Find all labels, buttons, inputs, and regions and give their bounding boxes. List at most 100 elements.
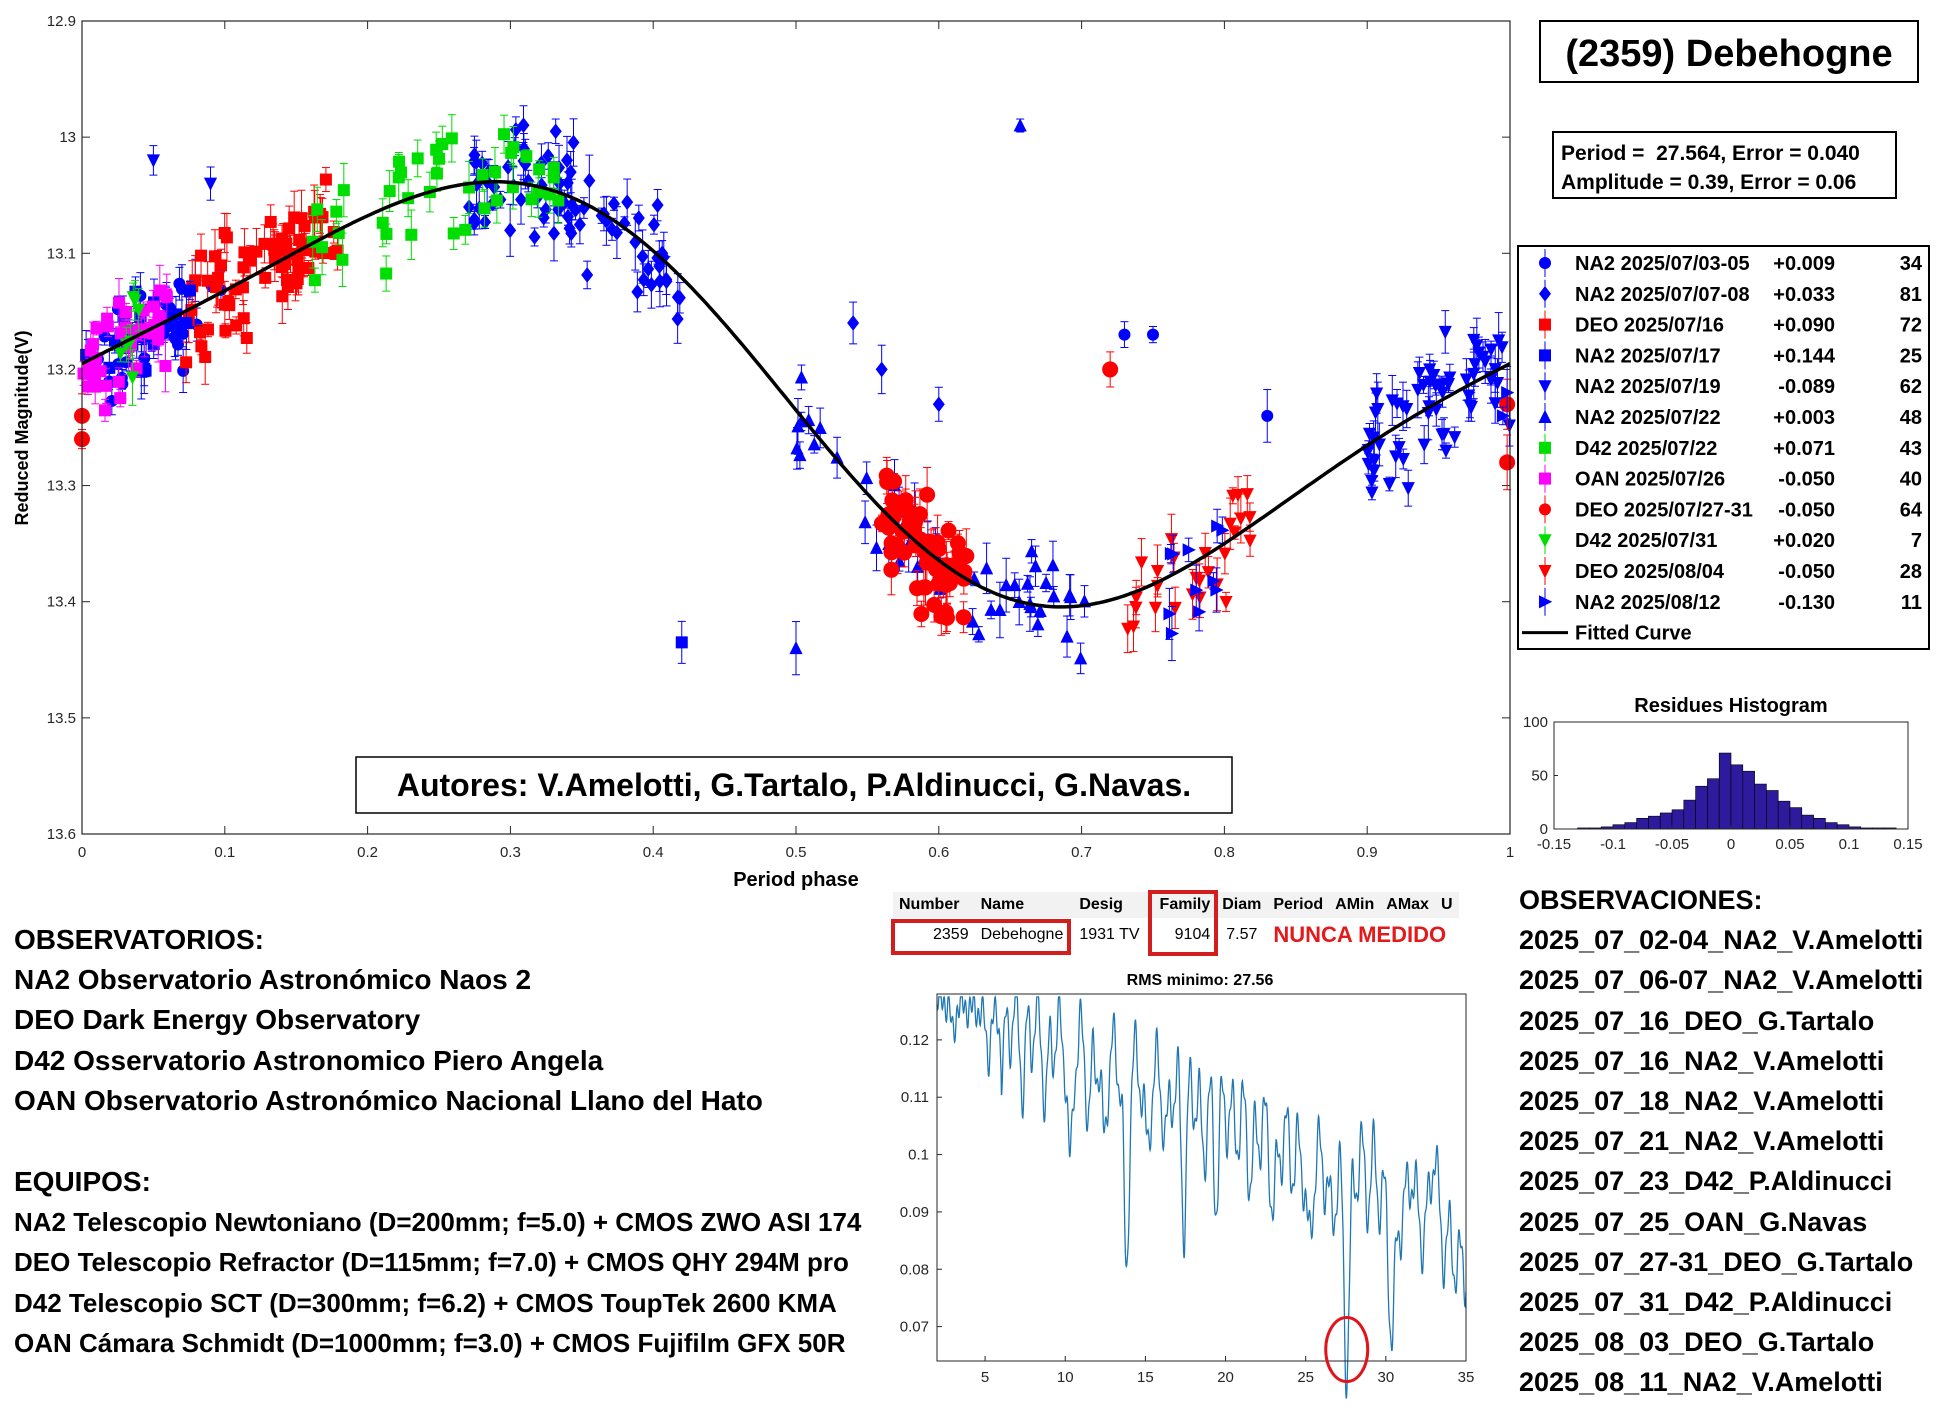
asteroid-title-text: (2359) Debehogne (1565, 33, 1892, 75)
data-point (277, 244, 290, 257)
data-point (583, 172, 596, 189)
legend-marker (1539, 595, 1553, 609)
observaciones-block: OBSERVACIONES: 2025_07_02-04_NA2_V.Amelo… (1519, 880, 1923, 1402)
rms-ticks: 5 10 15 20 25 30 35 0.07 0.08 0.09 0.1 0.11 0.12 (900, 1032, 1475, 1386)
data-point (180, 356, 193, 369)
data-point (794, 370, 809, 384)
data-point (1028, 559, 1043, 573)
rms-minimum-marker (1324, 1316, 1370, 1384)
nunca-medido-text: NUNCA MEDIDO (1273, 922, 1447, 947)
legend-count: 81 (1900, 284, 1922, 306)
data-point (567, 134, 580, 151)
data-point (675, 636, 688, 649)
data-point (1031, 617, 1045, 631)
data-point (1382, 478, 1396, 492)
y-axis-label: Reduced Magnitude(V) (12, 330, 32, 525)
data-point (295, 212, 308, 225)
data-point (112, 375, 125, 388)
data-point (268, 243, 281, 256)
data-point (913, 605, 930, 622)
x-tick-label: 0 (78, 844, 86, 861)
data-point (791, 419, 805, 433)
data-point (302, 262, 315, 275)
data-point (610, 224, 623, 241)
data-point (933, 608, 950, 625)
data-point (1396, 452, 1410, 467)
data-point (316, 241, 329, 254)
hist-x-tick-label: -0.05 (1655, 836, 1689, 853)
x-tick-label: 0.5 (786, 844, 807, 861)
hist-x-tick-label: -0.15 (1537, 836, 1571, 853)
legend-label: NA2 2025/08/12 (1575, 592, 1721, 614)
data-point (1047, 589, 1061, 603)
data-point (219, 324, 232, 337)
observacion-item: 2025_07_25_OAN_G.Navas (1519, 1206, 1868, 1237)
data-point (1008, 577, 1022, 592)
rms-curve (936, 994, 1467, 1399)
series-d42-2025-07-22 (306, 114, 565, 293)
data-point (293, 233, 306, 246)
data-point (319, 173, 332, 186)
data-point (430, 167, 443, 180)
equipo-item: D42 Telescopio SCT (D=300mm; f=6.2) + CM… (14, 1287, 837, 1318)
histogram-bar (1683, 799, 1696, 830)
data-point (621, 194, 634, 210)
data-point (1219, 595, 1233, 610)
histogram-bar (1789, 807, 1803, 830)
data-point (283, 222, 296, 235)
data-point (1163, 607, 1177, 621)
data-point (220, 231, 233, 244)
data-point (159, 359, 172, 372)
observatorio-item: NA2 Observatorio Astronómico Naos 2 (14, 964, 532, 996)
legend-label: OAN 2025/07/26 (1575, 469, 1725, 491)
data-point (1193, 605, 1207, 619)
histogram-bar (1659, 812, 1673, 830)
data-point (1502, 419, 1516, 433)
data-point (160, 290, 173, 303)
data-point (1223, 517, 1237, 531)
data-point (203, 177, 218, 191)
rms-y-tick-label: 0.12 (900, 1032, 929, 1049)
legend-label: DEO 2025/08/04 (1575, 561, 1725, 583)
cell-period-note: NUNCA MEDIDO (1267, 918, 1458, 952)
data-point (291, 272, 304, 285)
data-point (911, 506, 928, 523)
observatorio-item: DEO Dark Energy Observatory (14, 1004, 421, 1036)
highlight-number-name (891, 919, 1071, 955)
data-point (1164, 533, 1179, 547)
data-point (539, 201, 552, 218)
data-point (993, 602, 1007, 616)
histogram-bar (1612, 824, 1626, 830)
data-point (979, 561, 994, 575)
observacion-item: 2025_07_16_DEO_G.Tartalo (1519, 1005, 1875, 1036)
equipos-block: EQUIPOS: NA2 Telescopio Newtoniano (D=20… (14, 1162, 861, 1363)
fitted-curve (81, 180, 1511, 609)
data-point (911, 559, 925, 573)
hist-x-tick-label: 0.15 (1893, 836, 1922, 853)
equipo-item: OAN Cámara Schmidt (D=1000mm; f=3.0) + C… (14, 1327, 846, 1358)
data-point (1464, 401, 1478, 415)
rms-x-tick-label: 5 (981, 1369, 989, 1386)
data-point (1495, 341, 1509, 355)
data-point (1060, 629, 1074, 643)
legend-offset: +0.144 (1773, 345, 1836, 367)
data-point (120, 305, 133, 318)
x-tick-label: 0.2 (357, 844, 378, 861)
data-point (264, 215, 277, 228)
legend-label: D42 2025/07/22 (1575, 438, 1717, 460)
histogram-bar (1624, 822, 1637, 830)
data-point (311, 203, 324, 216)
data-point (101, 312, 114, 325)
data-point (1499, 454, 1516, 471)
data-point (1365, 474, 1379, 489)
data-point (528, 229, 541, 245)
legend-marker (1538, 534, 1552, 548)
data-point (560, 152, 573, 169)
amplitude-line: Amplitude = 0.39, Error = 0.06 (1561, 171, 1856, 194)
data-point (1243, 511, 1257, 525)
data-point (1039, 575, 1053, 590)
histogram-bar (1730, 764, 1744, 830)
data-point (113, 347, 128, 361)
data-point (507, 141, 520, 154)
rms-y-tick-label: 0.09 (900, 1204, 929, 1221)
